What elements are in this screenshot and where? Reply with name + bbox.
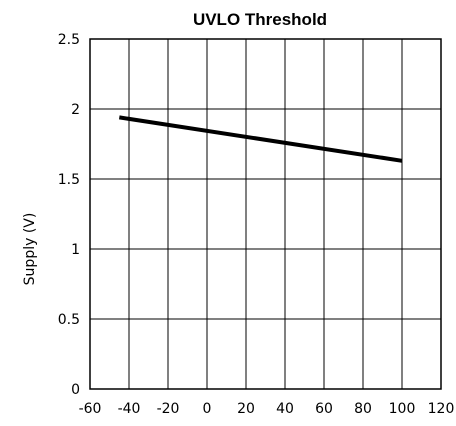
y-tick-label: 2.5	[58, 32, 80, 48]
y-tick-label: 0	[71, 382, 80, 398]
chart-title: UVLO Threshold	[193, 10, 327, 29]
x-tick-label: -40	[118, 401, 141, 417]
y-tick-label: 2	[71, 102, 80, 118]
y-tick-label: 0.5	[58, 312, 80, 328]
x-tick-label: 80	[354, 401, 372, 417]
series-line	[118, 115, 403, 163]
x-tick-labels: -60 -40 -20 0 20 40 60 80 100 120	[79, 401, 455, 417]
grid-lines	[89, 38, 442, 390]
x-tick-label: 60	[315, 401, 333, 417]
x-tick-label: -20	[157, 401, 180, 417]
series-layer	[118, 115, 403, 163]
y-tick-label: 1.5	[58, 172, 80, 188]
x-tick-label: 20	[237, 401, 255, 417]
plot-frame	[89, 38, 442, 390]
y-axis-label: Supply (V)	[22, 213, 38, 286]
x-tick-label: 40	[276, 401, 294, 417]
y-tick-label: 1	[71, 242, 80, 258]
y-tick-labels: 0 0.5 1 1.5 2 2.5	[58, 32, 80, 398]
x-tick-label: 100	[389, 401, 416, 417]
x-tick-label: -60	[79, 401, 102, 417]
x-tick-label: 0	[203, 401, 212, 417]
x-tick-label: 120	[428, 401, 455, 417]
